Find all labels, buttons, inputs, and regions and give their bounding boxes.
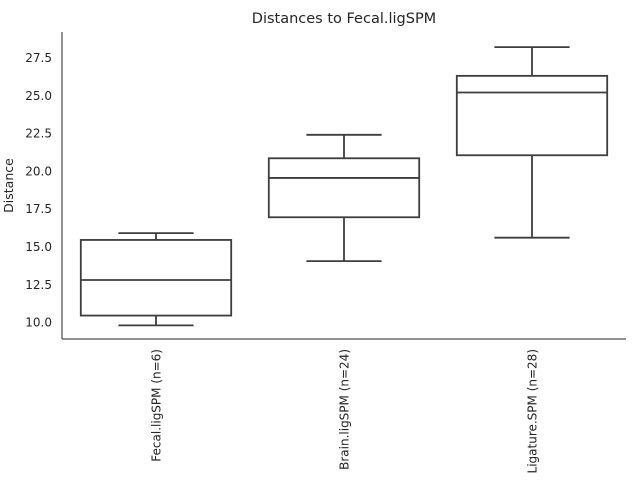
box-iqr [267, 157, 421, 219]
y-axis-label: Distance [1, 158, 16, 213]
y-tick-label: 17.5 [25, 202, 52, 216]
boxes-group [79, 46, 609, 327]
y-tick-label: 12.5 [25, 278, 52, 292]
x-tick-label: Ligature.SPM (n=28) [526, 349, 540, 473]
y-tick-label: 25.0 [25, 89, 52, 103]
y-tick-label: 15.0 [25, 240, 52, 254]
x-tick-label: Brain.ligSPM (n=24) [338, 349, 352, 470]
x-tick-label: Fecal.ligSPM (n=6) [150, 349, 164, 462]
box-3 [455, 46, 609, 239]
box-iqr [455, 74, 609, 157]
y-tick-label: 20.0 [25, 164, 52, 178]
y-tick-label: 22.5 [25, 127, 52, 141]
chart-title: Distances to Fecal.ligSPM [252, 11, 436, 27]
y-axis-ticks: 10.0 12.5 15.0 17.5 20.0 22.5 25.0 27.5 [25, 51, 52, 330]
box-1 [79, 232, 233, 327]
y-tick-label: 27.5 [25, 51, 52, 65]
x-axis-ticks: Fecal.ligSPM (n=6) Brain.ligSPM (n=24) Lig… [150, 349, 540, 473]
box-2 [267, 133, 421, 263]
box-iqr [79, 239, 233, 317]
y-tick-label: 10.0 [25, 316, 52, 330]
